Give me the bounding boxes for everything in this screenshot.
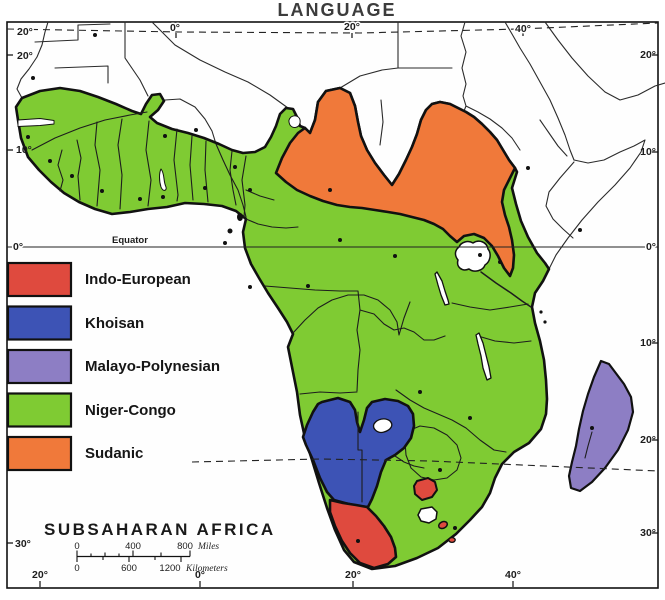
legend-label-sudanic: Sudanic — [85, 445, 143, 462]
congo-river — [292, 294, 411, 336]
zambezi-river — [395, 389, 507, 453]
legend: Indo-European Khoisan Malayo-Polynesian … — [6, 261, 220, 472]
lat-label-right-10n: 10° — [640, 146, 656, 158]
frame-ticks — [7, 31, 658, 587]
northwest-coastline — [16, 21, 49, 99]
islands-and-cities — [26, 33, 594, 543]
lat-label-left-30s: 30° — [15, 538, 31, 550]
namibia-botswana-border — [357, 411, 363, 503]
lon-label-bottom-20e: 20° — [345, 569, 361, 581]
scale-km-unit: Kilometers — [185, 564, 228, 574]
scale-km-600: 600 — [121, 563, 137, 574]
legend-label-indo-european: Indo-European — [85, 271, 191, 288]
algeria-sahel-border — [151, 21, 289, 109]
chad-sudan-border — [379, 99, 384, 146]
lat-label-right-30s: 30° — [640, 527, 656, 539]
lon-label-bottom-40e: 40° — [505, 569, 521, 581]
lat-label-right-20s: 20° — [640, 434, 656, 446]
ethiopia-somalia-borders — [539, 119, 575, 239]
swaziland-enclave — [417, 506, 438, 524]
scale-miles-800: 800 — [177, 541, 193, 552]
arabia-coastline — [544, 21, 665, 101]
west-sahara-border — [54, 65, 109, 84]
madagascar-detail-line — [584, 431, 593, 459]
lake-chad — [288, 115, 301, 128]
region-indo-european-enclave — [413, 477, 438, 501]
scale-miles-ticks — [76, 550, 191, 557]
lat-label-left-20n: 20° — [17, 50, 33, 62]
map-subtitle: SUBSAHARAN AFRICA — [44, 520, 276, 539]
scale-km-ticks — [76, 556, 182, 562]
graticule-labels: 20° 0° 20° 40° 20° 10° 0° 30° 20° 10° 0°… — [12, 20, 658, 582]
legend-swatch-indo-european — [6, 261, 73, 298]
lat-label-right-0: 0° — [646, 241, 656, 253]
graticule-lines — [6, 22, 659, 587]
lake-victoria — [454, 240, 491, 272]
region-indo-european-coastal-patch — [437, 520, 449, 530]
equator-label: Equator — [112, 235, 148, 246]
libya-egypt-sudan-borders — [339, 21, 453, 89]
mauritania-mali-border — [124, 21, 149, 97]
lon-label-bottom-0: 0° — [195, 569, 205, 581]
region-indo-european-cape — [328, 498, 398, 570]
country-borders — [31, 111, 532, 481]
legend-swatch-niger-congo — [6, 392, 73, 428]
lon-label-bottom-20w: 20° — [32, 569, 48, 581]
lon-label-top-20e: 20° — [344, 21, 360, 33]
sao-tome-island — [227, 228, 233, 234]
north-africa-outlines — [16, 21, 665, 270]
scale-miles-400: 400 — [125, 541, 141, 552]
lat-label-right-10s: 10° — [640, 337, 656, 349]
legend-label-niger-congo: Niger-Congo — [85, 402, 176, 419]
lat-label-left-10n: 10° — [16, 144, 32, 156]
red-sea-coast — [504, 21, 575, 161]
lon-label-top-40e: 40° — [515, 23, 531, 35]
region-indo-european-coastal-patch-2 — [448, 536, 456, 544]
scale-miles-0: 0 — [74, 541, 79, 552]
okavango-pan — [372, 418, 393, 434]
zimbabwe-border — [404, 425, 462, 481]
page-title: LANGUAGE — [278, 0, 397, 20]
legend-swatch-malayo-polynesian — [6, 348, 73, 385]
region-sudanic — [274, 86, 517, 278]
lake-volta — [159, 168, 167, 191]
legend-label-malayo-polynesian: Malayo-Polynesian — [85, 358, 220, 375]
legend-label-khoisan: Khoisan — [85, 315, 144, 332]
morocco-border — [34, 23, 111, 43]
scale-bar: 0 400 800 Miles 0 600 1200 Kilometers — [74, 541, 228, 574]
lat-label-left-0: 0° — [13, 241, 23, 253]
scale-miles-unit: Miles — [197, 542, 219, 552]
tropic-of-capricorn-line — [191, 458, 659, 472]
lake-malawi — [475, 332, 492, 381]
lon-label-top-20w: 20° — [17, 26, 33, 38]
tropic-of-cancer-line — [6, 22, 659, 34]
lat-label-right-20n: 20° — [640, 49, 656, 61]
bioko-island — [237, 213, 243, 221]
niger-bend-river — [151, 98, 217, 145]
legend-swatch-khoisan — [6, 305, 73, 341]
principe-island — [223, 241, 227, 245]
legend-swatch-sudanic — [6, 435, 73, 472]
lon-label-top-0: 0° — [170, 22, 180, 34]
lakes — [17, 115, 492, 434]
scale-km-0: 0 — [74, 563, 79, 574]
gambia-river-sliver — [17, 118, 55, 127]
scale-km-1200: 1200 — [159, 563, 180, 574]
lake-tanganyika — [434, 271, 450, 306]
